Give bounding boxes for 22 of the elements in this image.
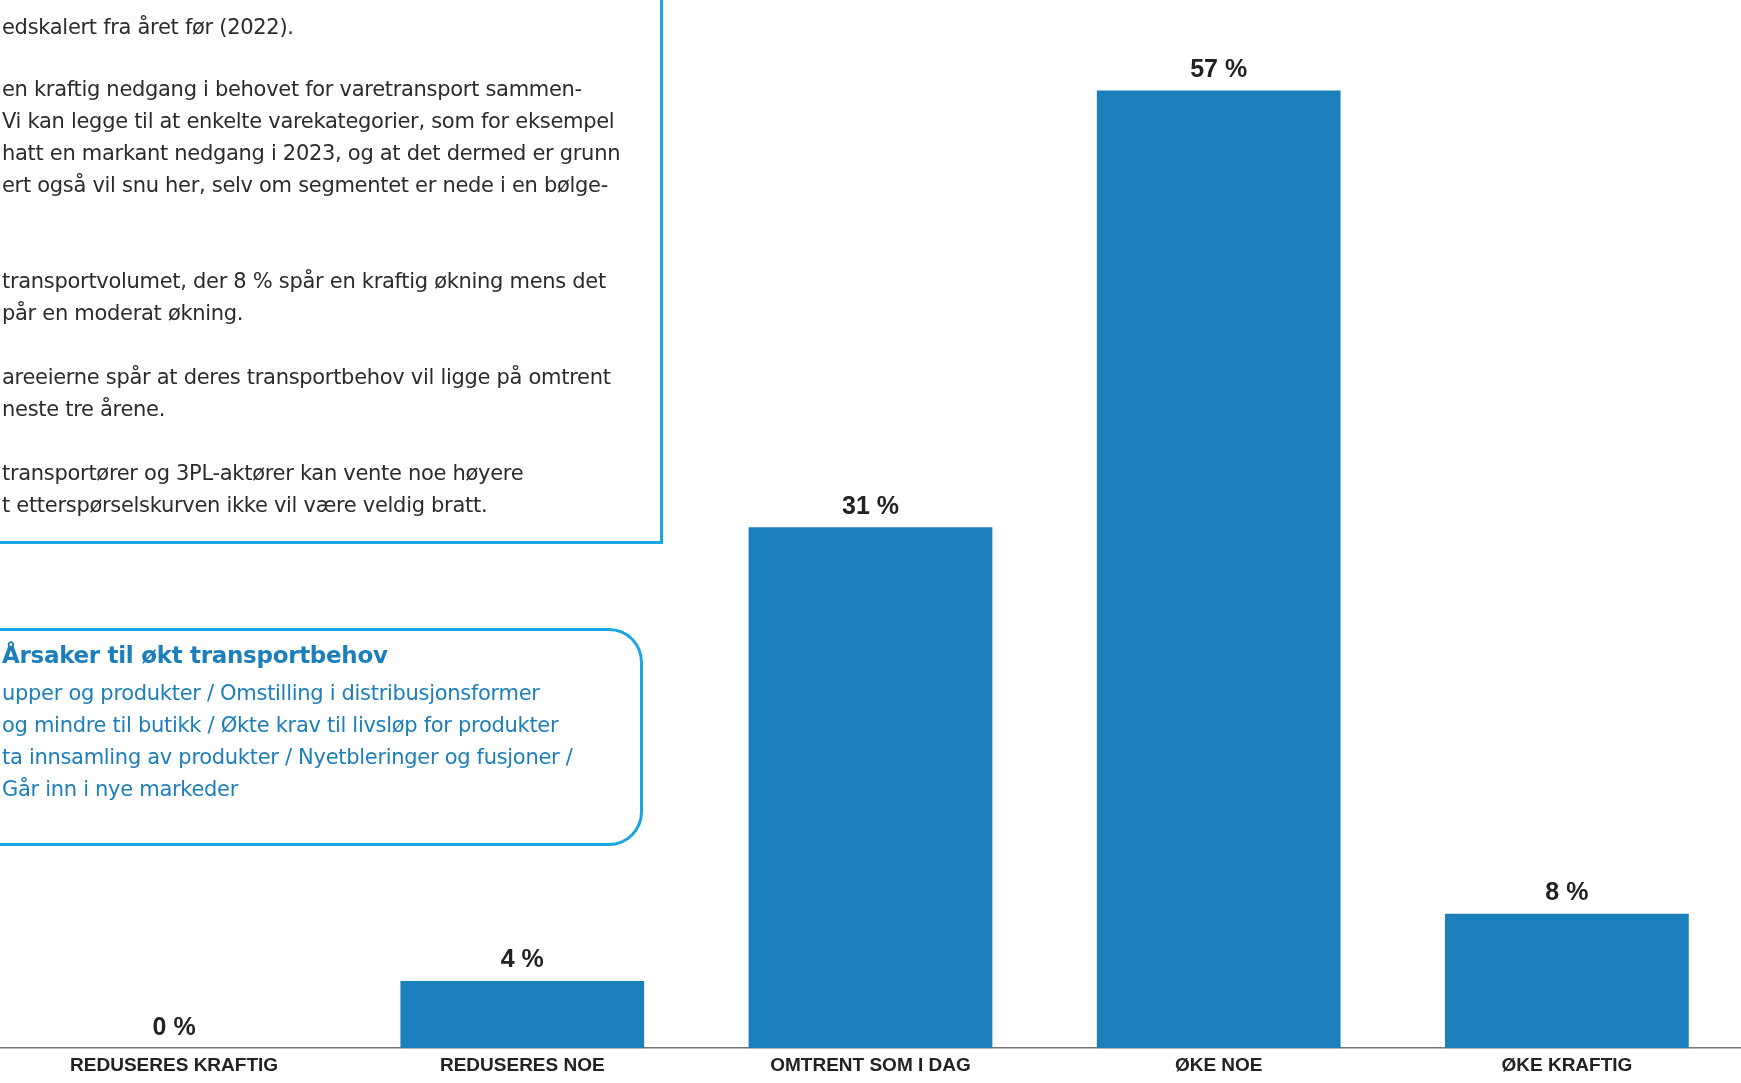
bar: [1445, 913, 1689, 1049]
data-label: 8 %: [1545, 877, 1589, 906]
x-tick-label: REDUSERES NOE: [439, 1053, 605, 1075]
text: edskalert fra året før (2022).: [2, 15, 294, 39]
rounded-text-panel: Årsaker til økt transportbehov upper og produkter / Omstilling i distribusjonsformer og mindre til butikk / Økte krav til livsløp for produkter ta innsamling av produkter / Nyetbleringer og fusjoner / Går inn i nye markeder: [0, 628, 643, 846]
annotation: areeierne spår at deres transportbehov vil ligge på omtrent neste tre årene.: [1, 364, 612, 423]
data-label: 4 %: [500, 944, 544, 973]
data-label: 31 %: [842, 490, 899, 519]
bar: [400, 980, 645, 1049]
data-label: 0 %: [152, 1011, 196, 1040]
annotation: Årsaker til økt transportbehov: [1, 640, 389, 670]
annotation: upper og produkter / Omstilling i distribusjonsformer og mindre til butikk / Økte krav til livsløp for produkter ta innsamling av produkter / Nyetbleringer og fusjoner / Går inn i nye markeder: [1, 680, 574, 803]
bar: [1096, 90, 1341, 1049]
x-tick-label: REDUSERES KRAFTIG: [70, 1053, 279, 1075]
bar: [748, 527, 993, 1049]
annotation: en kraftig nedgang i behovet for varetransport sammen- Vi kan legge til at enkelte varekategorier, som for eksempel hatt en markant nedgang i 2023, og at det dermed er grunn ert også vil snu her, selv om segmentet er nede i en bølge-: [1, 76, 622, 199]
annotation: transportører og 3PL-aktører kan vente noe høyere t etterspørselskurven ikke vil være veldig bratt.: [1, 460, 525, 519]
annotation: transportvolumet, der 8 % spår en kraftig økning mens det pår en moderat økning.: [1, 268, 607, 327]
x-tick-label: ØKE KRAFTIG: [1501, 1053, 1633, 1075]
data-label: 57 %: [1190, 53, 1248, 82]
x-tick-label: ØKE NOE: [1174, 1053, 1263, 1075]
x-tick-label: OMTRENT SOM I DAG: [770, 1053, 971, 1075]
